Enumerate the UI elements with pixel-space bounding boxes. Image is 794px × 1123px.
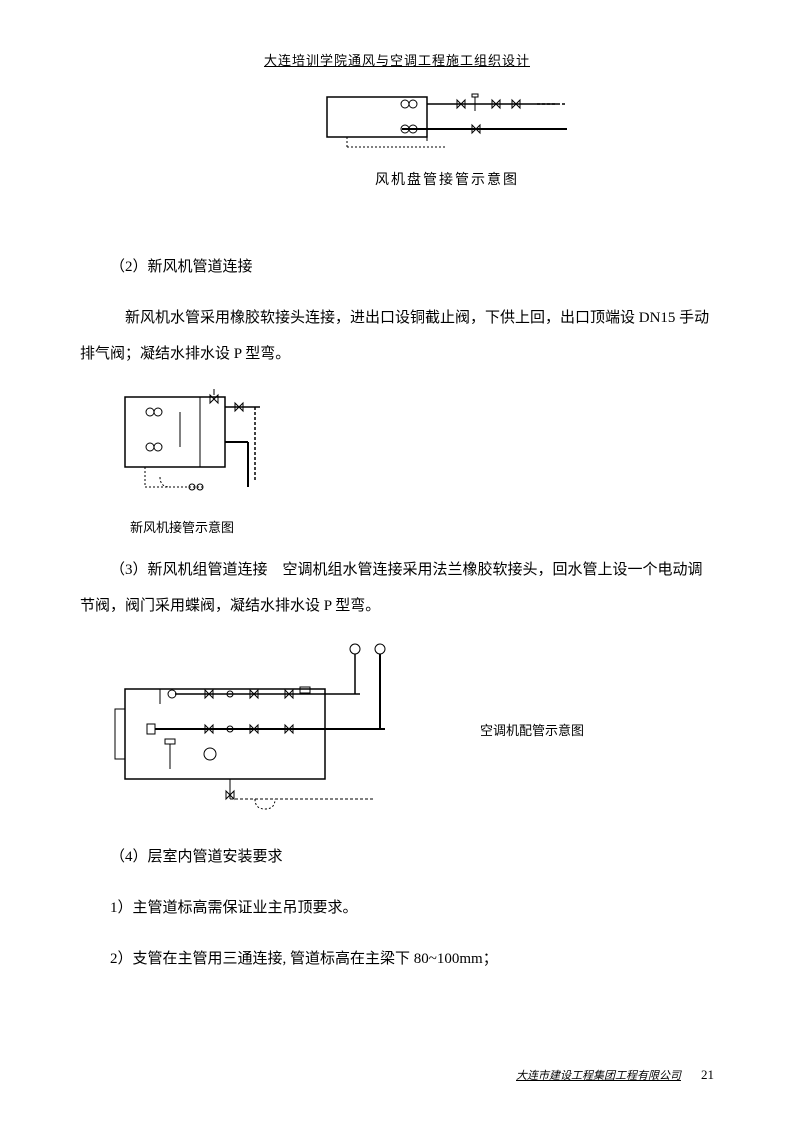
diagram2-svg — [110, 387, 280, 507]
section4-item2: 2）支管在主管用三通连接, 管道标高在主梁下 80~100mm； — [80, 941, 714, 977]
diagram3-svg — [100, 639, 430, 819]
diagram3-caption: 空调机配管示意图 — [480, 720, 584, 739]
section3-title: （3）新风机组管道连接 — [110, 562, 268, 578]
diagram2-caption: 新风机接管示意图 — [130, 517, 280, 536]
page-header: 大连培训学院通风与空调工程施工组织设计 — [80, 50, 714, 69]
section4-item1: 1）主管道标高需保证业主吊顶要求。 — [80, 890, 714, 926]
page-number: 21 — [701, 1067, 714, 1083]
section2-body: 新风机水管采用橡胶软接头连接，进出口设铜截止阀，下供上回，出口顶端设 DN15 … — [80, 300, 714, 372]
diagram2-container: 新风机接管示意图 — [80, 387, 714, 537]
section4-title: （4）层室内管道安装要求 — [80, 839, 714, 875]
footer-company: 大连市建设工程集团工程有限公司 — [516, 1067, 681, 1083]
diagram1-svg — [317, 89, 577, 159]
page-footer: 大连市建设工程集团工程有限公司 21 — [516, 1067, 714, 1083]
section2-title: （2）新风机管道连接 — [80, 249, 714, 285]
section3-para: （3）新风机组管道连接 空调机组水管连接采用法兰橡胶软接头，回水管上设一个电动调… — [80, 552, 714, 624]
diagram3-container: 空调机配管示意图 — [100, 639, 714, 819]
diagram1-container: 风机盘管接管示意图 — [80, 89, 714, 189]
diagram1-caption: 风机盘管接管示意图 — [317, 169, 577, 189]
header-title: 大连培训学院通风与空调工程施工组织设计 — [264, 53, 530, 68]
